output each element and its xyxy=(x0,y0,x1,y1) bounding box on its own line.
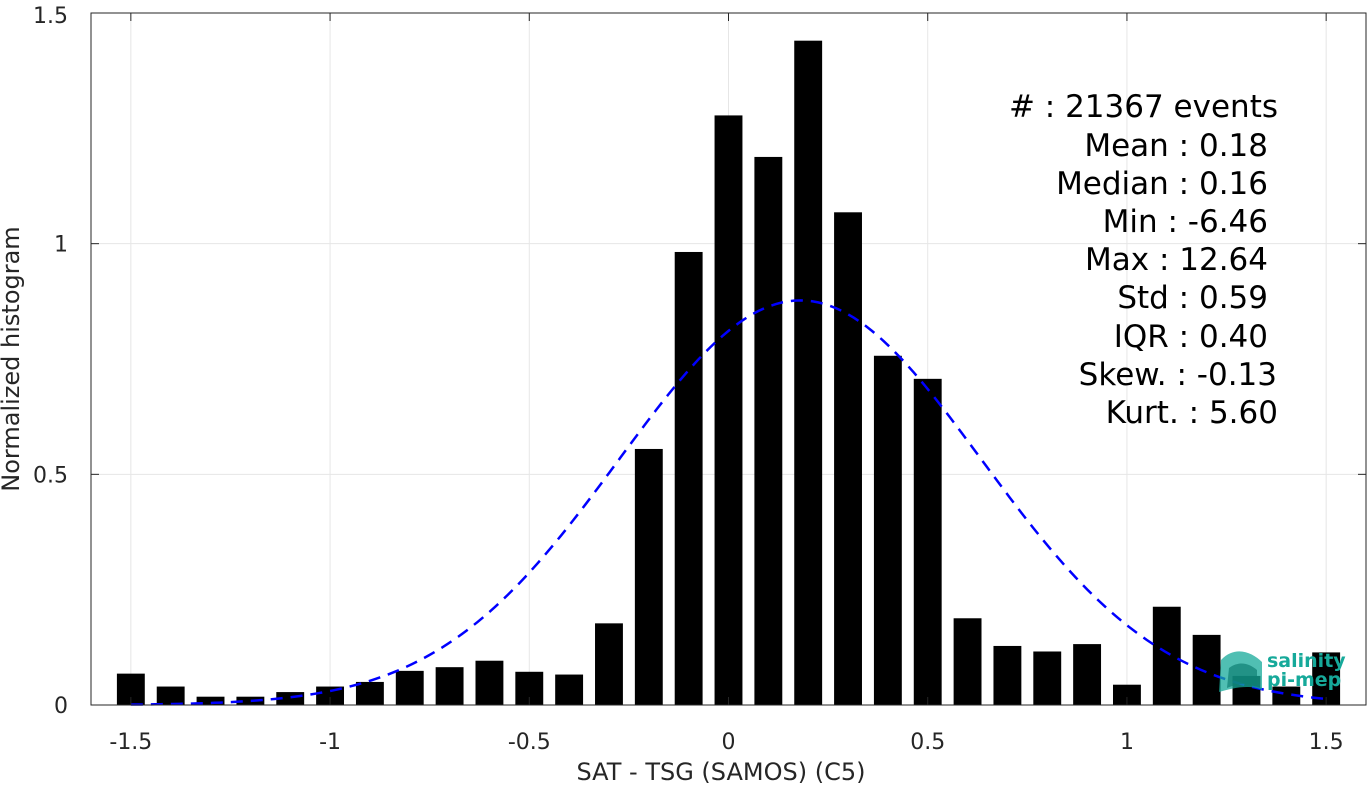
x-tick-label: 0.5 xyxy=(910,730,945,755)
y-tick-label: 0.5 xyxy=(33,463,68,488)
histogram-bar xyxy=(634,448,663,705)
histogram-bar xyxy=(913,378,942,705)
x-tick-label: -1.5 xyxy=(109,730,152,755)
histogram-bar xyxy=(555,674,584,705)
histogram-bar xyxy=(754,156,783,705)
histogram-bar xyxy=(873,355,902,705)
histogram-bars xyxy=(116,40,1341,706)
axis-ticks xyxy=(91,12,1366,706)
histogram-bar xyxy=(316,686,345,705)
histogram-bar xyxy=(1312,652,1341,705)
stat-iqr: IQR : 0.40 xyxy=(1114,319,1268,355)
histogram-bar xyxy=(156,686,185,705)
stat-count: # : 21367 events xyxy=(1009,89,1278,125)
x-axis-label: SAT - TSG (SAMOS) (C5) xyxy=(577,758,866,785)
histogram-bar xyxy=(953,618,982,705)
histogram-bar xyxy=(595,623,623,705)
histogram-bar xyxy=(1152,606,1181,705)
histogram-bar xyxy=(834,212,862,705)
stat-max: Max : 12.64 xyxy=(1085,242,1268,278)
histogram-bar xyxy=(395,670,424,705)
logo-text-line2: pi-mep xyxy=(1267,669,1341,691)
stat-skew: Skew. : -0.13 xyxy=(1079,357,1277,393)
histogram-bar xyxy=(794,40,823,706)
x-tick-label: -0.5 xyxy=(508,730,551,755)
histogram-bar xyxy=(674,251,703,705)
y-tick-label: 1.5 xyxy=(33,4,68,29)
histogram-bar xyxy=(993,645,1022,705)
salinity-pimep-logo: salinity pi-mep xyxy=(1219,650,1346,692)
logo-text-line1: salinity xyxy=(1267,650,1346,672)
histogram-bar xyxy=(1272,686,1301,705)
histogram-bar xyxy=(355,681,384,705)
histogram-bar xyxy=(1192,634,1221,705)
stat-std: Std : 0.59 xyxy=(1117,280,1268,316)
y-tick-label: 0 xyxy=(54,694,68,719)
y-tick-label: 1 xyxy=(54,233,68,258)
stats-annotation: # : 21367 events Mean : 0.18 Median : 0.… xyxy=(1009,89,1278,431)
y-tick-labels: 0 0.5 1 1.5 xyxy=(33,4,68,719)
histogram-bar xyxy=(475,660,504,705)
stat-kurt: Kurt. : 5.60 xyxy=(1106,395,1278,431)
histogram-bar xyxy=(1033,651,1062,705)
histogram-bar xyxy=(1112,684,1141,705)
x-tick-label: 1 xyxy=(1120,730,1134,755)
x-tick-label: 0 xyxy=(722,730,736,755)
gaussian-fit-curve xyxy=(130,299,1327,706)
histogram-bar xyxy=(714,115,743,705)
histogram-bar xyxy=(236,696,265,705)
y-axis-label: Normalized histogram xyxy=(0,226,25,491)
x-tick-label: 1.5 xyxy=(1309,730,1344,755)
stat-min: Min : -6.46 xyxy=(1103,204,1268,240)
stat-mean: Mean : 0.18 xyxy=(1084,128,1268,164)
x-tick-label: -1 xyxy=(319,730,341,755)
histogram-bar xyxy=(196,696,225,705)
x-tick-labels: -1.5 -1 -0.5 0 0.5 1 1.5 xyxy=(109,730,1343,755)
logo-wave-icon-inner xyxy=(1227,663,1257,688)
histogram-bar xyxy=(1073,644,1102,705)
histogram-bar xyxy=(435,667,464,705)
stat-median: Median : 0.16 xyxy=(1056,166,1268,202)
